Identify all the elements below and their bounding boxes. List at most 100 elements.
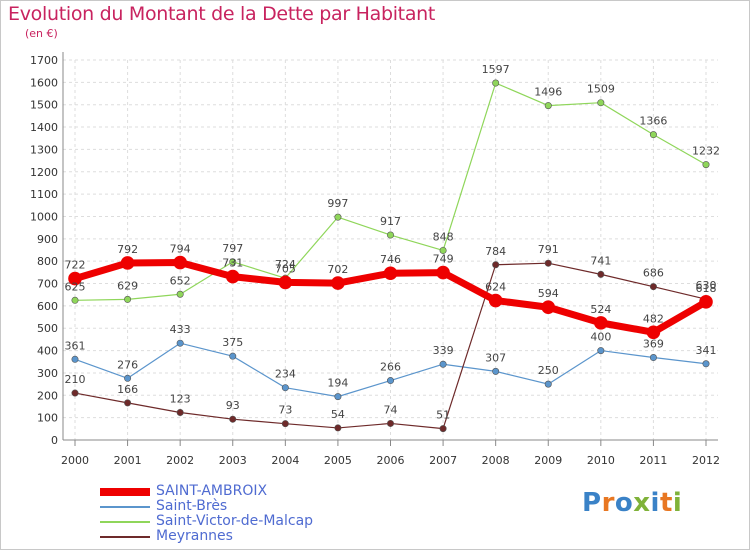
data-point-saint-ambroix	[646, 325, 661, 340]
legend-label: Saint-Victor-de-Malcap	[156, 513, 314, 529]
data-label-saint-bres: 234	[275, 368, 296, 381]
data-point-saint-ambroix	[278, 275, 293, 290]
data-point-meyrannes	[386, 419, 394, 427]
data-label-meyrannes: 686	[643, 267, 664, 280]
data-label-saint-bres: 194	[327, 377, 348, 390]
logo-letter: i	[672, 488, 683, 518]
legend-swatch	[100, 506, 150, 508]
x-tick-label: 2000	[61, 454, 89, 467]
data-label-meyrannes: 51	[436, 409, 450, 422]
data-point-meyrannes	[176, 409, 184, 417]
data-label-saint-victor-de-malcap: 917	[380, 215, 401, 228]
y-tick-label: 700	[37, 278, 58, 291]
data-label-saint-bres: 375	[222, 336, 243, 349]
data-label-saint-victor-de-malcap: 1496	[534, 86, 562, 99]
data-label-saint-ambroix: 624	[485, 281, 506, 294]
data-point-saint-bres	[702, 360, 710, 368]
logo-letter: x	[633, 488, 651, 518]
data-point-saint-bres	[544, 380, 552, 388]
x-tick-label: 2007	[429, 454, 457, 467]
data-label-meyrannes: 784	[485, 245, 506, 258]
data-label-saint-ambroix: 594	[538, 287, 559, 300]
data-label-saint-victor-de-malcap: 724	[275, 258, 296, 271]
data-point-meyrannes	[649, 283, 657, 291]
data-label-saint-ambroix: 794	[170, 243, 191, 256]
data-label-saint-bres: 341	[696, 344, 717, 357]
data-point-saint-bres	[281, 384, 289, 392]
data-label-saint-bres: 339	[433, 344, 454, 357]
logo-letter: o	[614, 488, 634, 518]
data-point-saint-victor-de-malcap	[492, 79, 500, 87]
data-point-meyrannes	[281, 420, 289, 428]
data-label-saint-victor-de-malcap: 1366	[639, 115, 667, 128]
data-point-saint-bres	[386, 377, 394, 385]
data-point-saint-ambroix	[120, 256, 135, 270]
data-label-saint-ambroix: 792	[117, 243, 138, 256]
data-point-saint-ambroix	[173, 255, 187, 270]
y-tick-label: 500	[37, 322, 58, 335]
data-point-saint-victor-de-malcap	[702, 161, 710, 169]
data-point-saint-bres	[334, 393, 342, 401]
data-label-saint-victor-de-malcap: 848	[433, 230, 454, 243]
data-point-saint-ambroix	[488, 293, 503, 308]
legend-swatch	[100, 536, 150, 538]
data-label-saint-bres: 369	[643, 338, 664, 351]
x-tick-label: 2002	[166, 454, 194, 467]
data-label-saint-bres: 361	[65, 339, 86, 352]
data-label-saint-victor-de-malcap: 1509	[587, 83, 615, 96]
x-tick-label: 2010	[587, 454, 615, 467]
y-tick-label: 1600	[30, 76, 58, 89]
data-label-saint-ambroix: 705	[275, 262, 296, 275]
data-point-saint-bres	[229, 352, 237, 360]
data-point-meyrannes	[439, 425, 447, 433]
y-tick-label: 1100	[30, 188, 58, 201]
data-label-saint-ambroix: 702	[327, 263, 348, 276]
data-label-saint-ambroix: 524	[590, 303, 611, 316]
data-point-saint-ambroix	[383, 266, 398, 281]
data-point-meyrannes	[334, 424, 342, 432]
legend-label: Meyrannes	[156, 528, 233, 544]
data-label-meyrannes: 74	[384, 403, 398, 416]
data-label-saint-victor-de-malcap: 629	[117, 279, 138, 292]
legend-swatch	[100, 488, 150, 496]
data-label-meyrannes: 166	[117, 383, 138, 396]
y-tick-label: 1400	[30, 121, 58, 134]
y-tick-label: 1000	[30, 210, 58, 223]
data-label-saint-ambroix: 482	[643, 312, 664, 325]
chart-title: Evolution du Montant de la Dette par Hab…	[8, 3, 436, 25]
y-tick-label: 0	[51, 434, 58, 447]
logo-letter: r	[601, 488, 615, 518]
data-label-meyrannes: 741	[590, 254, 611, 267]
x-tick-label: 2003	[219, 454, 247, 467]
data-point-saint-ambroix	[68, 271, 82, 286]
data-point-saint-victor-de-malcap	[124, 295, 132, 303]
data-label-meyrannes: 210	[65, 373, 86, 386]
data-point-meyrannes	[492, 261, 500, 269]
data-label-meyrannes: 123	[170, 393, 191, 406]
data-label-saint-victor-de-malcap: 997	[327, 197, 348, 210]
data-point-saint-ambroix	[699, 295, 713, 309]
y-tick-label: 800	[37, 255, 58, 268]
proxiti-logo: Proxiti	[582, 488, 682, 518]
axes: 0 100 200 300 400 500 600 700 800 900 1000 1100 1200…	[30, 52, 720, 467]
y-tick-label: 900	[37, 233, 58, 246]
y-tick-label: 600	[37, 300, 58, 313]
x-tick-label: 2001	[114, 454, 142, 467]
data-label-meyrannes: 630	[696, 279, 717, 292]
logo-letter: i	[650, 488, 660, 518]
data-label-saint-bres: 433	[170, 323, 191, 336]
data-point-meyrannes	[71, 389, 79, 397]
data-label-saint-bres: 266	[380, 361, 401, 374]
data-point-saint-victor-de-malcap	[649, 131, 657, 139]
y-tick-label: 1200	[30, 166, 58, 179]
data-point-meyrannes	[544, 259, 552, 267]
data-label-saint-bres: 400	[590, 331, 611, 344]
chart-subtitle: (en €)	[25, 27, 58, 40]
legend-label: Saint-Brès	[156, 498, 228, 514]
data-label-saint-ambroix: 731	[222, 257, 243, 270]
data-point-saint-bres	[649, 354, 657, 362]
logo-letter: t	[659, 488, 673, 518]
data-label-saint-victor-de-malcap: 625	[65, 280, 86, 293]
legend-label: SAINT-AMBROIX	[156, 483, 268, 499]
